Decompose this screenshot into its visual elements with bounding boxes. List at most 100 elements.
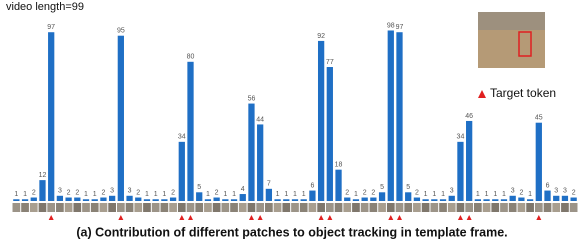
value-label: 1 [232, 191, 236, 198]
patch-thumbnail [291, 203, 299, 212]
bar [57, 196, 63, 201]
target-marker [467, 215, 472, 220]
patch-thumbnail [56, 203, 64, 212]
patch-thumbnail [100, 203, 108, 212]
value-label: 1 [154, 191, 158, 198]
value-label: 2 [75, 189, 79, 196]
patch-thumbnail [309, 203, 317, 212]
patch-thumbnail [352, 203, 360, 212]
value-label: 56 [248, 95, 256, 102]
patch-thumbnail [126, 203, 134, 212]
bar [344, 198, 350, 201]
patch-thumbnail [361, 203, 369, 212]
bar [553, 196, 559, 201]
value-label: 2 [215, 189, 219, 196]
target-marker [397, 215, 402, 220]
patch-thumbnail [239, 203, 247, 212]
value-label: 4 [241, 186, 245, 193]
patch-thumbnail [430, 203, 438, 212]
patch-thumbnail [370, 203, 378, 212]
bar [170, 198, 176, 201]
patch-thumbnail [178, 203, 186, 212]
value-label: 1 [528, 191, 532, 198]
value-label: 80 [187, 54, 195, 61]
patch-thumbnail [448, 203, 456, 212]
bar [483, 199, 489, 201]
patch-thumbnail [518, 203, 526, 212]
target-marker [188, 215, 193, 220]
patch-thumbnail [230, 203, 238, 212]
value-label: 3 [58, 188, 62, 195]
bar [126, 196, 132, 201]
patch-thumbnail [108, 203, 116, 212]
value-label: 3 [511, 188, 515, 195]
patch-thumbnail [387, 203, 395, 212]
bar [510, 196, 516, 201]
target-marker [249, 215, 254, 220]
target-marker [258, 215, 263, 220]
bar [257, 124, 263, 201]
patch-thumbnail [439, 203, 447, 212]
patch-thumbnail [282, 203, 290, 212]
bar [327, 67, 333, 201]
bar [65, 198, 71, 201]
bar [309, 191, 315, 201]
patch-thumbnail [491, 203, 499, 212]
bar [440, 199, 446, 201]
patch-thumbnail [317, 203, 325, 212]
patch-thumbnail [65, 203, 73, 212]
value-label: 1 [93, 191, 97, 198]
bar [196, 192, 202, 201]
bar [362, 198, 368, 201]
bar [544, 191, 550, 201]
bar [475, 199, 481, 201]
patch-thumbnail [378, 203, 386, 212]
value-label: 1 [441, 191, 445, 198]
value-label: 6 [310, 182, 314, 189]
patch-thumbnail [561, 203, 569, 212]
patch-thumbnail [335, 203, 343, 212]
value-label: 97 [47, 24, 55, 31]
bar [240, 194, 246, 201]
patch-thumbnail [265, 203, 273, 212]
patch-thumbnail [483, 203, 491, 212]
patch-thumbnail [256, 203, 264, 212]
patch-thumbnail [117, 203, 125, 212]
bar [231, 199, 237, 201]
legend-marker [478, 90, 486, 98]
patch-thumbnail [91, 203, 99, 212]
bar [144, 199, 150, 201]
caption: (a) Contribution of different patches to… [76, 225, 507, 239]
patch-thumbnail [422, 203, 430, 212]
bar [48, 32, 54, 201]
value-label: 45 [535, 115, 543, 122]
value-label: 1 [502, 191, 506, 198]
bar [135, 198, 141, 201]
value-label: 1 [485, 191, 489, 198]
value-label: 2 [171, 189, 175, 196]
patch-thumbnail [570, 203, 578, 212]
value-label: 18 [335, 162, 343, 169]
value-label: 46 [465, 113, 473, 120]
bar [501, 199, 507, 201]
patch-thumbnail [169, 203, 177, 212]
value-label: 5 [380, 184, 384, 191]
patch-thumbnail [195, 203, 203, 212]
patch-thumbnail [143, 203, 151, 212]
value-label: 3 [450, 188, 454, 195]
bar [457, 142, 463, 201]
bar [318, 41, 324, 201]
value-label: 34 [457, 134, 465, 141]
patch-thumbnail [204, 203, 212, 212]
bar [562, 196, 568, 201]
bar [100, 198, 106, 201]
patch-thumbnail [552, 203, 560, 212]
value-label: 1 [84, 191, 88, 198]
patch-thumbnail [47, 203, 55, 212]
bar [22, 199, 28, 201]
value-label: 1 [206, 191, 210, 198]
bar [187, 62, 193, 201]
patch-thumbnail [82, 203, 90, 212]
bar [518, 198, 524, 201]
bar [179, 142, 185, 201]
